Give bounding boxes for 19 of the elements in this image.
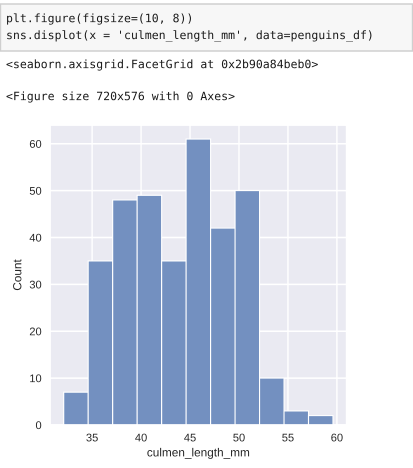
y-tick-label: 10 xyxy=(30,374,42,382)
x-tick-label: 55 xyxy=(282,434,294,442)
y-tick-label: 50 xyxy=(30,186,42,195)
y-tick-label: 60 xyxy=(30,140,42,148)
x-axis-title: culmen_length_mm xyxy=(147,448,250,459)
y-tick-label: 30 xyxy=(30,280,42,289)
x-tick-label: 45 xyxy=(184,434,196,442)
text: <Figure size 720x576 with 0 Axes> xyxy=(6,91,235,103)
y-tick-label: 40 xyxy=(30,234,42,242)
x-tick-label: 40 xyxy=(135,434,147,442)
y-tick-label: 20 xyxy=(30,328,42,336)
y-axis-title: Count xyxy=(13,259,22,290)
x-tick-label: 60 xyxy=(331,434,343,442)
x-tick-label: 50 xyxy=(233,434,245,442)
y-tick-label: 0 xyxy=(36,421,42,430)
x-tick-label: 35 xyxy=(86,434,98,442)
text: <seaborn.axisgrid.FacetGrid at 0x2b90a84beb0> xyxy=(6,59,318,71)
text: sns.displot(x = 'culmen_length_mm', data=penguins_df) xyxy=(7,30,372,42)
text: plt.figure(figsize=(10, 8)) xyxy=(7,13,191,25)
